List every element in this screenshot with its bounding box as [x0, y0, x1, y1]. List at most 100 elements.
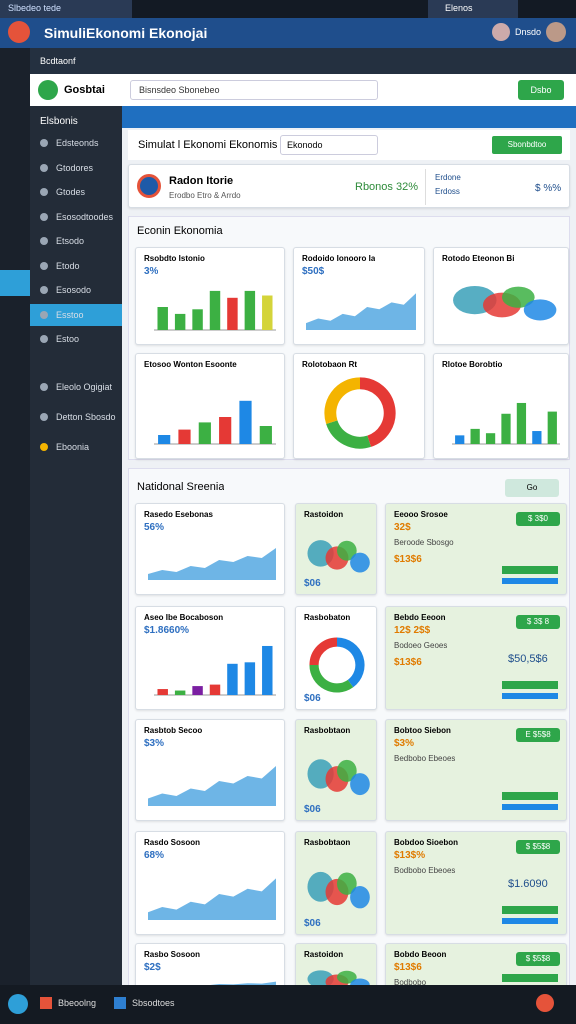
app-name: Gosbtai — [64, 84, 105, 96]
logo[interactable] — [8, 21, 30, 43]
tab-title: Elenos — [445, 3, 473, 13]
card-chart — [148, 766, 276, 806]
card-chart — [154, 290, 276, 331]
sidebar-item[interactable]: Edsteonds — [56, 138, 99, 148]
map-region — [350, 978, 370, 985]
app-logo[interactable] — [38, 80, 58, 100]
icon — [40, 310, 48, 319]
card-title: Rastoidon — [304, 950, 344, 959]
donut-slice — [336, 637, 365, 688]
sidebar-item[interactable]: Eboonia — [56, 442, 90, 452]
icon[interactable] — [8, 994, 28, 1014]
icon — [114, 997, 126, 1009]
map-region — [337, 872, 357, 895]
card-stat: $06 — [304, 804, 321, 815]
bar — [239, 400, 252, 444]
icon[interactable] — [536, 994, 554, 1012]
avatar[interactable] — [492, 23, 510, 41]
pill[interactable]: $ 3$ 8 — [516, 615, 560, 629]
card: Rasbobtaon $06 — [295, 831, 377, 935]
card: Rasbtob Secoo $3% — [135, 719, 285, 821]
scenario-section: Natidonal Sreenia Go Rasedo Esebonas 56% R… — [128, 468, 570, 985]
sidebar-item[interactable]: Etodo — [56, 260, 80, 271]
input[interactable]: Ekonodo — [280, 135, 378, 155]
bar — [157, 307, 168, 330]
card: Rsobdto Istonio 3% — [135, 247, 285, 345]
button[interactable]: Dsbo — [518, 80, 564, 100]
card-stat: $13$6 — [394, 962, 422, 973]
pill[interactable]: E $5$8 — [516, 728, 560, 742]
card-chart — [307, 970, 370, 985]
sidebar-item[interactable]: Esosodo — [56, 285, 92, 295]
summary-stat: Rbonos 32% — [355, 181, 418, 193]
user-name: Dnsdo — [515, 27, 542, 37]
badge[interactable]: Go — [505, 479, 559, 497]
sidebar-item[interactable]: Estoo — [56, 334, 80, 344]
card-title: Etosoo Wonton Esoonte — [144, 360, 237, 369]
card-chart — [154, 400, 276, 445]
summary-card: Radon Itorie Erodbo Etro & Arrdo Rbonos … — [128, 164, 570, 208]
bar — [209, 290, 221, 330]
card-title: Rodoido Ionooro Ia — [302, 254, 376, 263]
map-region — [337, 970, 357, 984]
rail-active[interactable] — [0, 270, 30, 296]
tab[interactable] — [0, 0, 132, 18]
card-chart — [307, 759, 370, 796]
sidebar: Elsbonis Edsteonds Gtodores Gtodes Esosodto… — [30, 106, 122, 985]
sidebar-item[interactable]: Esosodtoodes — [56, 211, 114, 222]
bar — [259, 426, 272, 444]
donut-slice — [326, 419, 372, 449]
progress — [502, 693, 558, 699]
card-title: Rasbobtaon — [304, 726, 351, 735]
footer-item[interactable]: Bbeoolng — [58, 998, 97, 1008]
card: Rodoido Ionooro Ia $50$ — [293, 247, 425, 345]
sidebar-item[interactable]: Gtodes — [56, 187, 86, 197]
icon — [40, 413, 48, 421]
card: Rasbobaton $06 — [295, 606, 377, 710]
card-chart — [452, 402, 560, 445]
search-input[interactable]: Bisnsdeo Sbonebeo — [130, 80, 378, 100]
card-title: Rasedo Esebonas — [144, 510, 213, 519]
card-stat: $50$ — [302, 266, 325, 277]
side-label: Erdone — [435, 173, 461, 182]
pill[interactable]: $ $5$8 — [516, 952, 560, 966]
sidebar-item[interactable]: Detton Sbosdo — [56, 412, 116, 422]
card-stat: $06 — [304, 693, 321, 704]
card-stat: $2$ — [144, 962, 161, 973]
card: Rolotobaon Rt — [293, 353, 425, 459]
card: Rasbo Sosoon $2$ — [135, 943, 285, 985]
app-title: SimuliEkonomi Ekonojai — [44, 25, 208, 41]
card: Bobtoo Siebon $3% Bedbobo Ebeoes E $5$8 — [385, 719, 567, 821]
card-title: Rolotobaon Rt — [302, 360, 358, 369]
donut-slice — [359, 377, 396, 447]
sidebar-item[interactable]: Etsodo — [56, 236, 85, 246]
pill[interactable]: $ 3$0 — [516, 512, 560, 526]
sidebar-item[interactable]: Esstoo — [30, 303, 122, 326]
sidebar-title: Elsbonis — [40, 116, 78, 127]
icon-rail — [0, 48, 30, 985]
bar — [192, 309, 203, 330]
pill[interactable]: $ $5$8 — [516, 840, 560, 854]
tab[interactable] — [428, 0, 518, 18]
avatar[interactable] — [546, 22, 566, 42]
card: Rastoidon $06 — [295, 503, 377, 595]
button[interactable]: Sbonbdtoo — [492, 136, 562, 154]
sidebar-item[interactable]: Gtodores — [56, 162, 94, 173]
card-title: Rasbtob Secoo — [144, 726, 203, 735]
map-region — [350, 773, 370, 796]
card: Eeooo Srosoe 32$ Beroode Sbosgo $13$6 $ 3$0 — [385, 503, 567, 595]
map-region — [502, 286, 535, 308]
bar — [174, 313, 186, 330]
bar — [209, 684, 221, 695]
card-chart — [154, 645, 276, 696]
card-stat: $13$% — [394, 850, 426, 861]
sidebar-item[interactable]: Eleolo Ogigiat — [56, 382, 113, 392]
card-title: Rastoidon — [304, 510, 344, 519]
bar — [157, 689, 168, 695]
card-stat: 12$ 2$$ — [394, 625, 431, 636]
bar — [516, 402, 527, 444]
icon — [40, 443, 48, 451]
card-stat: 56% — [144, 522, 165, 533]
bar — [198, 422, 211, 444]
footer-item[interactable]: Sbsodtoes — [132, 998, 175, 1008]
